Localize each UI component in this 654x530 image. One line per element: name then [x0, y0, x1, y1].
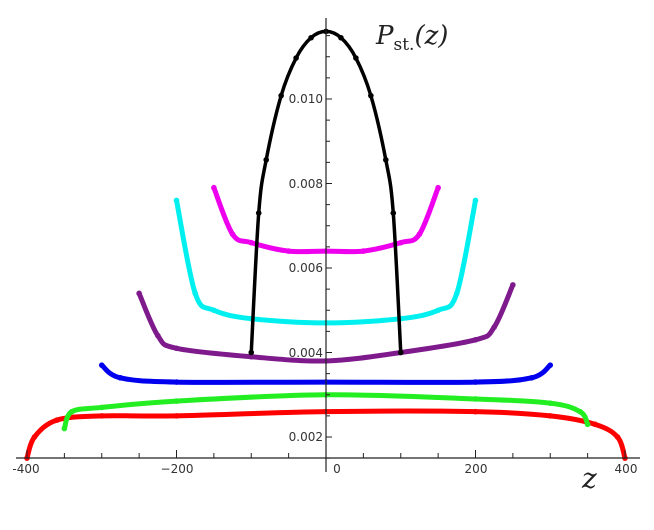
x-tick-label: −200 [161, 462, 194, 476]
data-point-magenta [285, 248, 292, 254]
data-point-black [383, 157, 389, 163]
data-point-cyan [454, 290, 460, 297]
data-point-blue [472, 379, 479, 385]
data-point-purple [136, 290, 142, 297]
data-point-purple [155, 332, 161, 339]
data-point-purple [491, 324, 497, 330]
data-point-green [547, 400, 554, 407]
data-point-black [263, 157, 270, 163]
data-point-blue [98, 362, 105, 368]
x-axis-label: z [581, 462, 597, 495]
data-point-red [173, 413, 180, 419]
data-point-cyan [173, 197, 180, 204]
data-point-purple [510, 282, 516, 288]
data-point-green [69, 408, 75, 415]
data-point-red [472, 408, 479, 415]
data-point-black [390, 210, 397, 216]
data-point-green [98, 404, 105, 411]
y-label-sub: st. [394, 35, 415, 55]
data-point-magenta [211, 184, 217, 191]
data-point-red [31, 434, 38, 440]
y-axis-label: Pst.(z) [375, 21, 448, 55]
data-point-cyan [211, 307, 217, 314]
y-tick-label: 0.006 [289, 261, 323, 275]
data-point-blue [117, 375, 124, 381]
data-point-black [293, 55, 299, 61]
data-point-green [61, 425, 68, 432]
x-tick-label: 200 [465, 462, 488, 476]
data-point-cyan [192, 290, 198, 297]
data-point-magenta [248, 239, 255, 246]
data-point-green [472, 396, 479, 402]
data-point-red [592, 421, 598, 428]
data-point-red [614, 434, 621, 440]
data-point-purple [248, 353, 255, 360]
data-point-black [353, 55, 359, 61]
data-point-black [255, 210, 262, 216]
y-tick-label: 0.010 [289, 92, 323, 106]
data-point-black [338, 34, 344, 41]
tick-layer [26, 35, 626, 459]
data-point-red [54, 417, 60, 423]
data-point-purple [173, 345, 180, 352]
data-point-magenta [416, 231, 423, 237]
x-tick-label: 400 [615, 462, 638, 476]
data-point-magenta [229, 231, 236, 237]
x-tick-label: -400 [12, 462, 39, 476]
data-point-red [98, 413, 105, 419]
data-point-purple [472, 337, 479, 343]
data-point-cyan [435, 307, 441, 314]
data-point-black [248, 349, 255, 356]
data-point-blue [528, 375, 535, 381]
y-tick-label: 0.002 [289, 430, 323, 444]
data-point-black [278, 92, 284, 99]
data-point-green [577, 408, 583, 415]
data-point-black [368, 92, 374, 99]
data-point-red [547, 413, 554, 419]
data-point-green [173, 398, 180, 404]
data-point-magenta [435, 184, 441, 191]
data-point-green [584, 421, 591, 428]
x-tick-label: 0 [333, 462, 341, 476]
y-tick-label: 0.004 [289, 346, 323, 360]
data-point-blue [547, 362, 554, 368]
data-point-black [308, 34, 314, 41]
data-point-magenta [397, 239, 404, 246]
y-label-main: P [375, 21, 394, 51]
data-point-magenta [360, 248, 367, 254]
data-point-black [397, 349, 404, 356]
data-point-blue [173, 379, 180, 385]
data-point-cyan [472, 197, 479, 204]
y-label-arg: (z) [414, 21, 448, 51]
y-tick-label: 0.008 [289, 177, 323, 191]
